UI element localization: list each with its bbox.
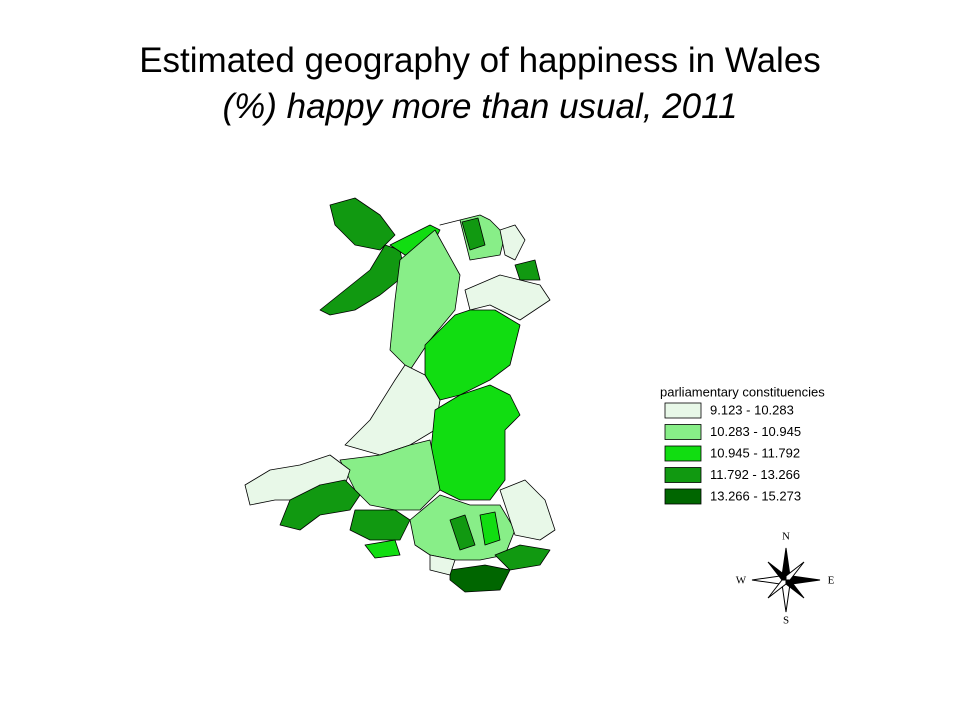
- legend-label: 11.792 - 13.266: [710, 467, 800, 482]
- legend-label: 10.945 - 11.792: [710, 445, 800, 460]
- legend-title: parliamentary constituencies: [660, 384, 825, 399]
- title: Estimated geography of happiness in Wale…: [139, 41, 821, 80]
- subtitle: (%) happy more than usual, 2011: [223, 87, 738, 126]
- compass-north: N: [782, 531, 790, 543]
- compass-east: E: [828, 575, 835, 587]
- compass-west: W: [736, 575, 747, 587]
- legend-label: 10.283 - 10.945: [710, 424, 801, 439]
- legend-label: 9.123 - 10.283: [710, 402, 794, 417]
- legend-swatch: [664, 467, 702, 483]
- legend-swatch: [664, 424, 702, 440]
- legend-swatch: [664, 488, 702, 505]
- compass-south: S: [783, 615, 789, 627]
- legend-label: 13.266 - 15.273: [710, 488, 801, 503]
- legend: parliamentary constituencies 9.123 - 10.…: [655, 383, 900, 510]
- compass: N S W E: [736, 531, 835, 627]
- wales-map: [244, 197, 556, 593]
- legend-swatch: [664, 402, 702, 419]
- legend-swatch: [664, 445, 702, 462]
